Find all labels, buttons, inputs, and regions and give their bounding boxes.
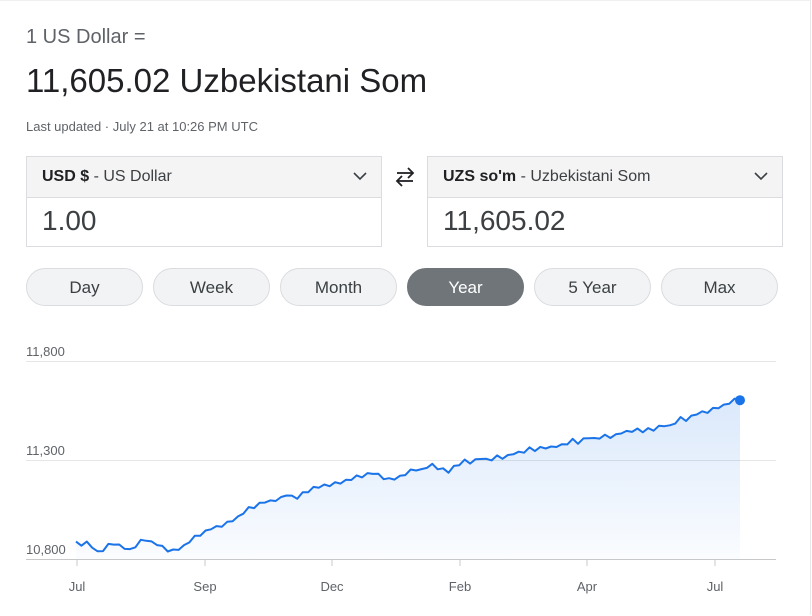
conversion-result-headline: 11,605.02 Uzbekistani Som [26,62,428,99]
from-currency-label: USD $ - US Dollar [42,168,172,186]
x-tick-label: Apr [577,579,598,594]
y-tick-label: 11,300 [26,443,65,458]
from-currency-code: USD $ [42,168,90,185]
to-currency-code: UZS so'm [443,168,517,185]
last-updated-text: Last updated · July 21 at 10:26 PM UTC [26,119,258,134]
from-currency-name: - US Dollar [89,168,172,185]
x-tick-label: Dec [320,579,344,594]
range-max-button[interactable]: Max [661,268,778,306]
current-rate-point[interactable] [735,395,745,406]
chevron-down-icon [754,172,768,181]
chevron-down-icon [353,172,367,181]
rate-line [75,397,741,553]
range-week-button[interactable]: Week [153,268,270,306]
y-tick-label: 10,800 [26,542,66,557]
from-currency-select[interactable]: USD $ - US Dollar [27,157,381,198]
x-tick-label: Sep [193,579,216,594]
x-tick-label: Jul [69,579,86,594]
x-tick-label: Feb [449,579,471,594]
to-currency-name: - Uzbekistani Som [516,168,651,185]
from-amount-input[interactable]: 1.00 [42,205,97,236]
range-month-button[interactable]: Month [280,268,397,306]
range-year-button[interactable]: Year [407,268,524,306]
to-currency-select[interactable]: UZS so'm - Uzbekistani Som [428,157,782,198]
y-tick-label: 11,800 [26,344,65,359]
to-amount-input[interactable]: 11,605.02 [443,205,566,236]
exchange-rate-chart: 10,800 11,300 11,800 Jul Sep Dec Feb Apr Jul [0,340,812,616]
range-5year-button[interactable]: 5 Year [534,268,651,306]
to-currency-label: UZS so'm - Uzbekistani Som [443,168,650,186]
x-tick-label: Jul [707,579,724,594]
conversion-subtitle: 1 US Dollar = [26,26,146,48]
chart-svg: 10,800 11,300 11,800 Jul Sep Dec Feb Apr Jul [26,344,776,594]
swap-arrows-icon[interactable] [394,166,416,188]
to-currency-box: UZS so'm - Uzbekistani Som 11,605.02 [427,156,783,247]
time-range-selector: Day Week Month Year 5 Year Max [26,268,788,308]
range-day-button[interactable]: Day [26,268,143,306]
from-currency-box: USD $ - US Dollar 1.00 [26,156,382,247]
rate-area-fill [76,398,740,559]
